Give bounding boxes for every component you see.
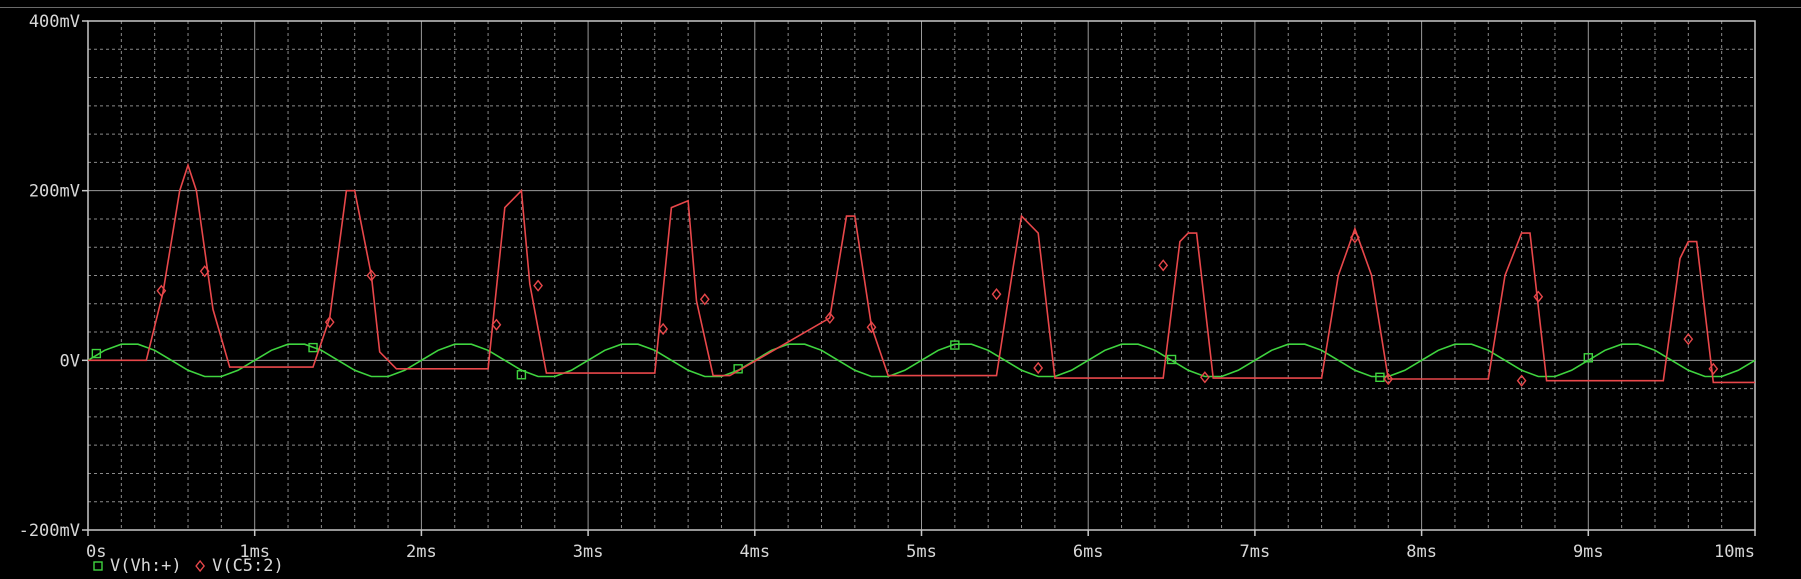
data-point [1375,372,1385,382]
x-tick-label: 10ms [1714,542,1755,562]
data-point [1708,362,1719,375]
legend-marker-diamond [195,559,205,573]
data-point [991,288,1002,301]
legend-label: V(C5:2) [212,556,284,574]
y-tick-label: -200mV [19,521,80,541]
data-point [699,293,710,306]
data-point [199,265,210,278]
x-tick-label: 3ms [573,542,604,562]
grid [87,20,1756,531]
y-tick-label: 400mV [29,12,80,32]
x-tick-label: 0s [86,542,106,562]
data-point [516,370,527,380]
data-point [91,348,102,359]
x-tick-label: 7ms [1240,542,1271,562]
x-tick-label: 9ms [1573,542,1604,562]
data-point [308,342,318,353]
legend-item[interactable]: V(C5:2) [195,556,284,576]
data-point [866,321,877,334]
x-tick-label: 4ms [739,542,770,562]
x-tick-label: 2ms [406,542,437,562]
data-point [658,322,669,336]
series-line [88,162,1755,384]
data-point [156,284,167,297]
data-point [950,340,960,350]
data-point [1033,361,1044,375]
x-tick-label: 8ms [1406,542,1437,562]
data-point [1166,354,1177,365]
data-point [824,311,835,325]
data-point [1533,290,1544,303]
axes: 0s 1ms 2ms 3ms 4ms 5ms 6ms 7ms 8ms 9ms 10ms -200mV 0… [19,12,1756,562]
data-point [533,279,543,292]
data-point [366,269,377,282]
plot-series [87,162,1756,387]
data-point [1683,333,1694,346]
legend-label: V(Vh:+) [110,556,182,574]
data-point [1583,353,1594,363]
x-tick-label: 1ms [239,542,270,562]
legend: V(Vh:+) V(C5:2) [93,556,284,576]
x-tick-label: 6ms [1073,542,1104,562]
data-point [1350,231,1360,244]
series-1 [88,162,1755,387]
series-line [87,343,1756,378]
x-tick-label: 5ms [906,542,937,562]
legend-marker-square [93,561,103,571]
y-tick-label: 0V [60,351,80,371]
y-tick-label: 200mV [29,182,80,202]
window-top-border [0,0,1801,8]
legend-item[interactable]: V(Vh:+) [93,556,182,576]
data-point [324,316,335,329]
data-point [1383,372,1394,386]
data-point [1158,259,1169,272]
data-point [491,318,502,331]
data-point [1199,371,1210,384]
data-point [1516,374,1527,387]
